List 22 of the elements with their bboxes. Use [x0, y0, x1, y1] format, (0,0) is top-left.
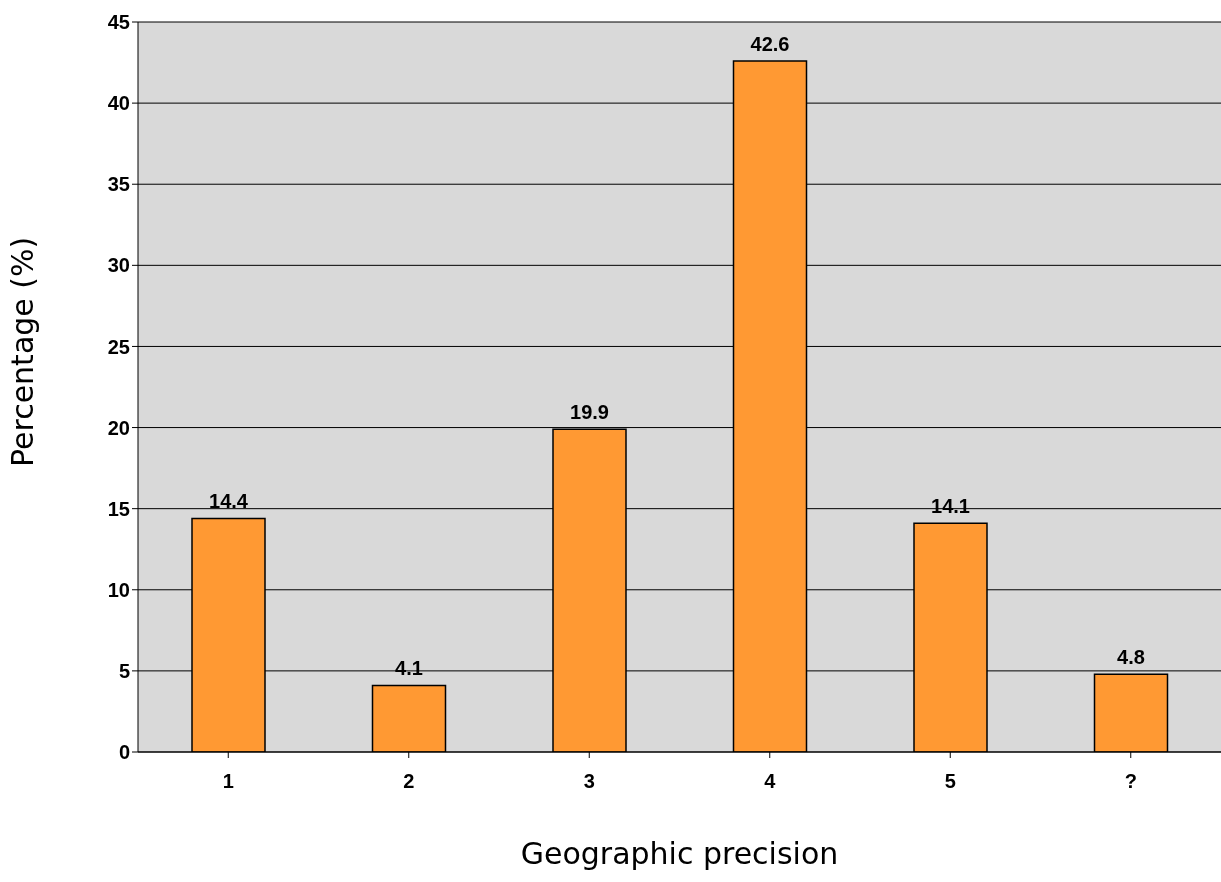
y-tick-label: 45: [107, 11, 130, 34]
x-tick-label: 4: [764, 770, 777, 793]
x-axis-title: Geographic precision: [520, 836, 839, 871]
y-tick-label: 25: [107, 335, 130, 358]
data-label: 14.4: [209, 490, 249, 513]
y-tick-label: 40: [107, 92, 130, 115]
x-tick-label: 3: [583, 770, 595, 793]
x-tick-label: 2: [403, 770, 415, 793]
data-label: 4.8: [1117, 646, 1145, 669]
data-label: 19.9: [570, 401, 609, 424]
y-tick-label: 10: [107, 578, 130, 601]
y-axis-title: Percentage (%): [4, 236, 40, 467]
y-tick-label: 15: [107, 497, 130, 520]
y-tick-label: 5: [118, 659, 130, 682]
y-tick-label: 20: [107, 416, 130, 439]
x-tick-label: 5: [944, 770, 956, 793]
y-tick-label: 35: [107, 173, 130, 196]
x-tick-label: 1: [222, 770, 234, 793]
y-tick-label: 30: [107, 254, 130, 277]
y-tick-label: 0: [118, 741, 130, 764]
x-tick-label: ?: [1124, 770, 1137, 793]
data-label: 42.6: [750, 32, 790, 55]
